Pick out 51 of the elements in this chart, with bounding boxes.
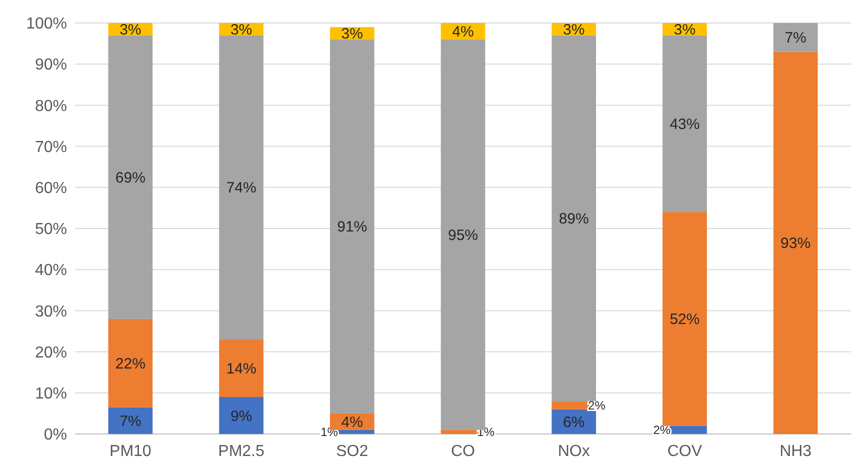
y-tick-label: 10% bbox=[34, 386, 67, 402]
data-label: 74% bbox=[226, 180, 256, 197]
data-label: 3% bbox=[230, 21, 252, 38]
x-tick-label: CO bbox=[451, 443, 475, 460]
data-label: 9% bbox=[230, 408, 252, 425]
data-label: 3% bbox=[120, 21, 142, 38]
y-tick-label: 80% bbox=[34, 98, 67, 115]
x-tick-label: PM2.5 bbox=[218, 443, 265, 460]
bar bbox=[773, 23, 818, 52]
y-tick-label: 40% bbox=[34, 262, 67, 280]
bar bbox=[219, 35, 264, 340]
x-tick-label: NH3 bbox=[780, 443, 812, 460]
data-label: 91% bbox=[337, 218, 368, 236]
data-label: 3% bbox=[674, 21, 696, 38]
y-tick-label: 0% bbox=[44, 426, 67, 444]
data-label: 7% bbox=[784, 30, 806, 47]
data-label: 93% bbox=[780, 235, 811, 252]
data-label: 6% bbox=[563, 414, 585, 431]
y-tick-label: 60% bbox=[34, 180, 67, 197]
data-label: 4% bbox=[341, 414, 363, 431]
bar bbox=[219, 397, 264, 434]
bar bbox=[662, 212, 707, 426]
y-tick-label: 20% bbox=[34, 344, 67, 362]
data-label: 22% bbox=[115, 355, 146, 372]
data-label: 95% bbox=[448, 226, 478, 244]
y-tick-label: 90% bbox=[34, 56, 67, 74]
x-tick-label: PM10 bbox=[110, 443, 152, 460]
data-label: 3% bbox=[563, 21, 585, 38]
x-tick-label: COV bbox=[667, 443, 702, 460]
x-tick-label: SO2 bbox=[336, 443, 368, 460]
y-tick-label: 30% bbox=[34, 303, 67, 320]
y-tick-label: 70% bbox=[34, 138, 67, 156]
y-tick-label: 100% bbox=[26, 16, 67, 33]
data-label: 4% bbox=[452, 23, 474, 40]
data-label: 52% bbox=[670, 311, 700, 328]
data-label: 69% bbox=[115, 169, 146, 186]
x-tick-label: NOx bbox=[558, 443, 590, 460]
bar bbox=[108, 407, 153, 434]
bar bbox=[662, 35, 707, 212]
bar bbox=[108, 35, 153, 319]
data-label: 3% bbox=[341, 26, 363, 43]
data-label: 43% bbox=[670, 116, 700, 133]
data-label: 89% bbox=[558, 210, 589, 228]
bar bbox=[219, 339, 264, 398]
bar bbox=[552, 35, 596, 402]
y-tick-label: 50% bbox=[34, 221, 67, 238]
bar bbox=[108, 318, 153, 408]
bar bbox=[330, 39, 374, 414]
data-label: 7% bbox=[120, 412, 142, 430]
data-label: 14% bbox=[226, 360, 256, 378]
bar bbox=[773, 52, 818, 434]
